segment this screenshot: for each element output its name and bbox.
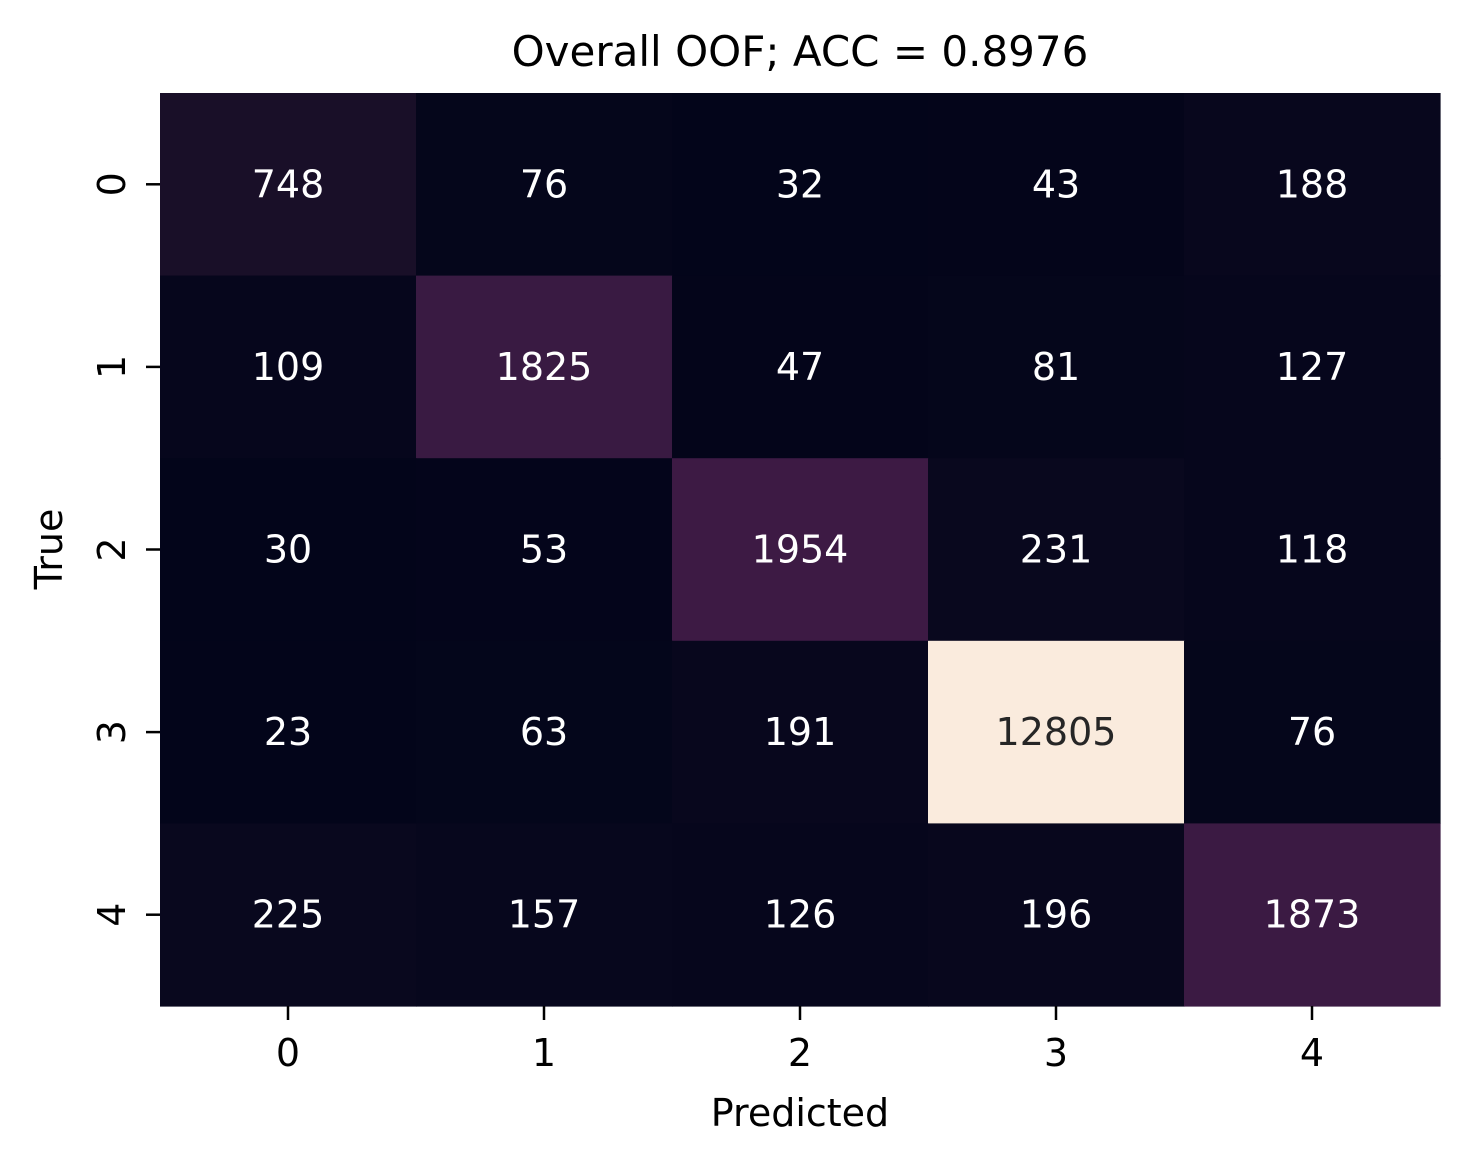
x-tick-label: 1 (532, 1031, 556, 1075)
heatmap-cell-1-4 (1184, 275, 1441, 459)
y-tick-label: 0 (90, 172, 134, 196)
cell-value-label: 12805 (996, 710, 1117, 754)
cell-value-label: 1873 (1264, 893, 1361, 937)
cell-value-label: 30 (264, 528, 312, 572)
x-tick-label: 0 (276, 1031, 300, 1075)
y-tick-label: 2 (90, 537, 134, 561)
heatmap-cell-3-0 (160, 640, 417, 824)
cell-value-label: 126 (764, 893, 837, 937)
cell-value-label: 43 (1032, 162, 1080, 206)
cell-value-label: 188 (1276, 162, 1349, 206)
heatmap-cell-2-2 (672, 458, 929, 642)
cell-value-label: 76 (1288, 710, 1336, 754)
heatmap-cell-0-3 (928, 93, 1185, 277)
heatmap-cell-3-4 (1184, 640, 1441, 824)
cell-value-label: 157 (508, 893, 581, 937)
cell-value-label: 748 (252, 162, 325, 206)
cell-value-label: 23 (264, 710, 312, 754)
cell-value-label: 225 (252, 893, 325, 937)
heatmap-cell-0-1 (416, 93, 673, 277)
heatmap-cell-3-3 (928, 640, 1185, 824)
heatmap-cell-2-3 (928, 458, 1185, 642)
heatmap-cell-2-4 (1184, 458, 1441, 642)
cell-value-label: 47 (776, 345, 824, 389)
heatmap-cell-1-0 (160, 275, 417, 459)
heatmap-cell-4-1 (416, 823, 673, 1007)
heatmap-cell-4-3 (928, 823, 1185, 1007)
x-tick-label: 3 (1044, 1031, 1068, 1075)
cell-value-label: 81 (1032, 345, 1080, 389)
cell-value-label: 1825 (496, 345, 593, 389)
heatmap-cell-2-0 (160, 458, 417, 642)
y-tick-label: 1 (90, 355, 134, 379)
heatmap-cell-2-1 (416, 458, 673, 642)
cell-value-label: 32 (776, 162, 824, 206)
y-axis-label: True (27, 509, 71, 591)
x-axis-ticks: 0 1 2 3 4 (276, 1006, 1324, 1075)
cell-value-label: 53 (520, 528, 568, 572)
heatmap-cell-4-2 (672, 823, 929, 1007)
cell-value-label: 118 (1276, 528, 1349, 572)
heatmap-cell-4-0 (160, 823, 417, 1007)
heatmap-cell-3-2 (672, 640, 929, 824)
heatmap-cell-1-2 (672, 275, 929, 459)
cell-value-label: 1954 (752, 528, 849, 572)
cell-value-label: 127 (1276, 345, 1349, 389)
cell-value-label: 76 (520, 162, 568, 206)
cell-value-label: 231 (1020, 528, 1093, 572)
x-tick-label: 4 (1300, 1031, 1324, 1075)
y-tick-label: 4 (90, 903, 134, 927)
y-axis-ticks: 0 1 2 3 4 (90, 172, 160, 927)
cell-value-label: 63 (520, 710, 568, 754)
heatmap-cell-1-1 (416, 275, 673, 459)
heatmap-cells: 748 76 32 43 188 109 1825 47 81 127 30 53 1954 231 118… (160, 93, 1441, 1007)
heatmap-cell-0-0 (160, 93, 417, 277)
x-axis-label: Predicted (711, 1091, 889, 1135)
heatmap-cell-1-3 (928, 275, 1185, 459)
heatmap-cell-4-4 (1184, 823, 1441, 1007)
cell-value-label: 109 (252, 345, 325, 389)
heatmap-cell-3-1 (416, 640, 673, 824)
chart-title: Overall OOF; ACC = 0.8976 (512, 27, 1089, 76)
cell-value-label: 191 (764, 710, 837, 754)
cell-value-label: 196 (1020, 893, 1093, 937)
heatmap-cell-0-4 (1184, 93, 1441, 277)
x-tick-label: 2 (788, 1031, 812, 1075)
heatmap-cell-0-2 (672, 93, 929, 277)
y-tick-label: 3 (90, 720, 134, 744)
